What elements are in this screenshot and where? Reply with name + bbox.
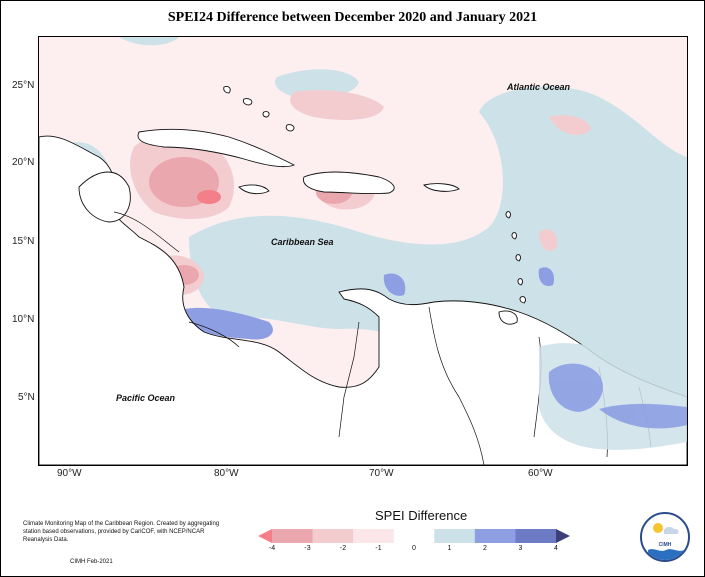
legend-tick-label: -2: [339, 545, 347, 552]
legend-tick-label: -4: [268, 545, 276, 552]
lon-label-70w: 70°W: [369, 468, 394, 479]
legend-tick-label: 2: [483, 545, 487, 552]
legend-tick-label: 1: [447, 545, 452, 552]
legend-tick-label: 3: [518, 545, 523, 552]
legend-swatch: [434, 529, 476, 543]
waves-icon: [648, 549, 684, 560]
negative-extreme-regions: [197, 190, 221, 204]
legend-swatch: [272, 529, 314, 543]
legend-swatch-max: [556, 529, 570, 543]
legend-tick-label: 4: [554, 545, 558, 552]
anomaly-map: [39, 37, 687, 465]
lat-label-20n: 20°N: [12, 157, 35, 168]
cloud-icon: [664, 526, 679, 534]
legend-tick-label: 0: [412, 545, 416, 552]
lon-label-60w: 60°W: [528, 468, 553, 479]
lat-label-25n: 25°N: [12, 80, 35, 91]
map-panel[interactable]: [38, 36, 688, 466]
legend-swatch: [353, 529, 395, 543]
map-title: SPEI24 Difference between December 2020 …: [167, 10, 538, 25]
legend-title: SPEI Difference: [375, 508, 468, 523]
lon-label-80w: 80°W: [214, 468, 239, 479]
lat-label-15n: 15°N: [12, 236, 35, 247]
ocean-label-caribbean: Caribbean Sea: [271, 237, 334, 247]
legend-swatch-min: [258, 529, 272, 543]
legend-tick-label: -1: [375, 545, 382, 552]
logo-label: CIMH: [658, 542, 672, 548]
ocean-label-pacific: Pacific Ocean: [116, 393, 176, 403]
sun-icon: [653, 523, 663, 533]
south-america-positive-core: [548, 363, 687, 429]
legend-tick-label: -3: [304, 545, 311, 552]
legend-swatch: [312, 529, 354, 543]
lat-label-10n: 10°N: [12, 314, 35, 325]
legend-colorbar: [258, 529, 570, 543]
ocean-label-atlantic: Atlantic Ocean: [507, 82, 571, 92]
cimh-logo-graphic: [648, 523, 684, 560]
lon-label-90w: 90°W: [57, 468, 82, 479]
legend-swatch: [474, 529, 516, 543]
credit-date: CIMH Feb-2021: [70, 559, 113, 565]
lat-label-5n: 5°N: [18, 392, 35, 403]
cimh-logo: CIMH: [640, 512, 690, 562]
legend-swatches: [258, 529, 570, 543]
credit-text: Climate Monitoring Map of the Caribbean …: [23, 521, 220, 543]
legend-swatch: [393, 529, 435, 543]
legend-swatch: [515, 529, 557, 543]
landmass: [39, 86, 687, 465]
